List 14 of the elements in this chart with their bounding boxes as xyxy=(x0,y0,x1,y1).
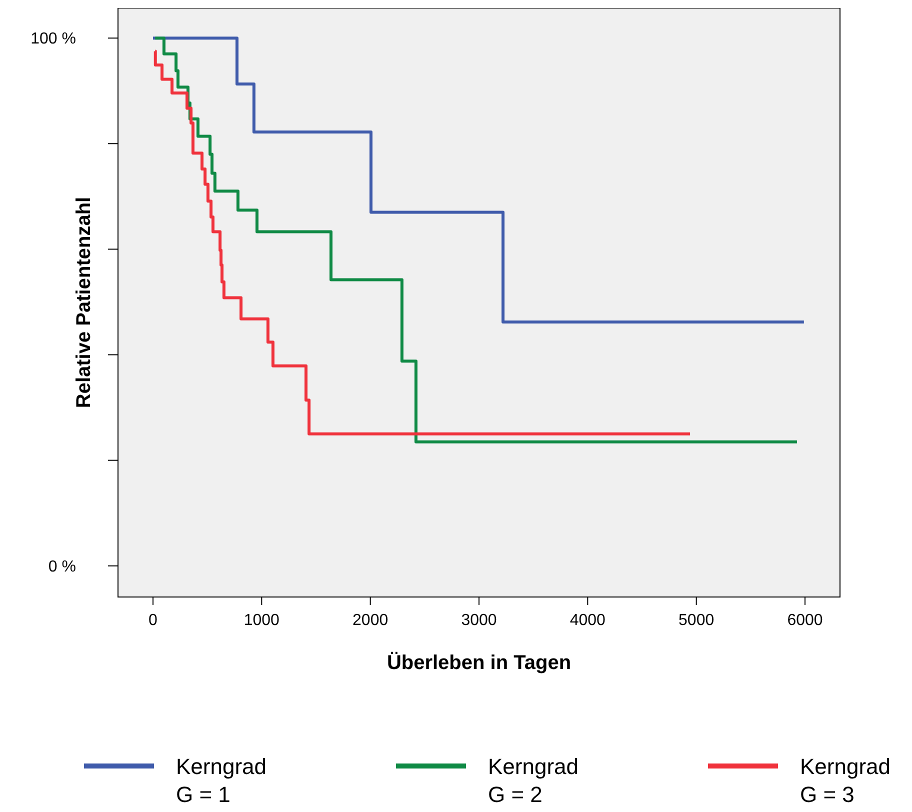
x-tick-label: 0 xyxy=(148,612,158,629)
x-tick-label: 5000 xyxy=(678,612,714,629)
legend-label: Kerngrad G = 2 xyxy=(488,754,579,807)
x-tick-label: 4000 xyxy=(570,612,606,629)
legend-label: Kerngrad G = 3 xyxy=(800,754,891,807)
x-tick-label: 6000 xyxy=(787,612,823,629)
x-tick-label: 1000 xyxy=(244,612,280,629)
y-axis-title: Relative Patientenzahl xyxy=(73,196,95,408)
x-tick-label: 2000 xyxy=(352,612,388,629)
y-tick-label: 0 % xyxy=(48,558,76,576)
x-tick-label: 3000 xyxy=(461,612,497,629)
y-tick-label: 100 % xyxy=(30,30,76,48)
legend-label: Kerngrad G = 1 xyxy=(176,754,267,807)
x-axis-title: Überleben in Tagen xyxy=(386,651,572,674)
